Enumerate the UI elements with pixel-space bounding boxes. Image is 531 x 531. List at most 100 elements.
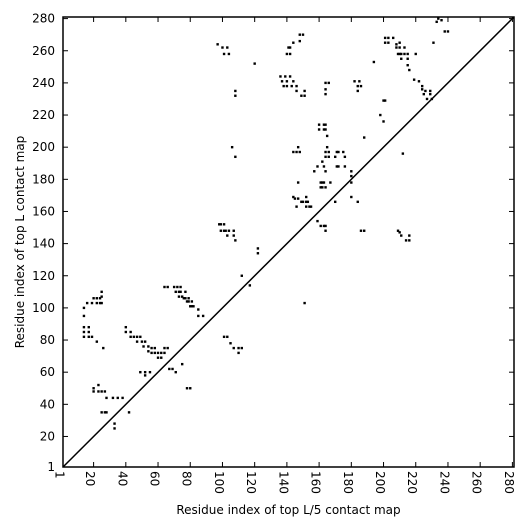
contact-point	[293, 197, 297, 200]
contact-point	[92, 387, 95, 390]
contact-point	[226, 335, 229, 339]
x-tick-label: 240	[437, 471, 451, 494]
contact-point	[308, 205, 311, 208]
contact-point	[87, 330, 90, 334]
contact-point	[321, 160, 324, 163]
contact-point	[440, 19, 443, 22]
contact-point	[342, 150, 345, 154]
y-tick-label: 120	[32, 269, 55, 283]
contact-point	[174, 370, 177, 374]
contact-point	[172, 285, 176, 289]
contact-point	[292, 41, 295, 44]
contact-point	[160, 356, 163, 359]
contact-point	[404, 239, 408, 242]
contact-point	[95, 297, 99, 300]
contact-point	[292, 150, 295, 154]
contact-point	[295, 89, 298, 93]
contact-point	[219, 223, 223, 226]
contact-point	[325, 145, 329, 149]
contact-point	[124, 330, 128, 334]
contact-point	[292, 80, 295, 83]
contact-point	[356, 200, 359, 204]
contact-point	[256, 247, 260, 250]
contact-point	[140, 340, 144, 343]
contact-point	[185, 300, 189, 303]
y-tick-label: 40	[40, 397, 55, 411]
contact-point	[222, 52, 226, 56]
contact-point	[429, 92, 432, 96]
contact-point	[148, 370, 152, 374]
contact-point	[316, 165, 319, 168]
contact-point	[317, 123, 321, 126]
contact-point	[350, 195, 353, 199]
contact-point	[306, 200, 310, 204]
contact-point	[156, 356, 160, 359]
contact-point	[358, 80, 361, 83]
contact-point	[116, 396, 119, 400]
contact-point	[420, 88, 424, 91]
contact-point	[153, 346, 157, 350]
contact-point	[163, 285, 166, 289]
contact-point	[132, 335, 136, 339]
contact-point	[100, 411, 103, 414]
contact-point	[324, 88, 327, 91]
contact-point	[82, 306, 86, 310]
contact-point	[248, 284, 252, 287]
contact-point	[221, 46, 224, 49]
contact-point	[343, 165, 347, 168]
contact-point	[424, 89, 427, 93]
contact-point	[303, 89, 306, 93]
contact-point	[305, 205, 308, 208]
contact-point	[189, 387, 192, 390]
contact-point	[168, 367, 171, 371]
contact-point	[400, 52, 403, 56]
contact-point	[432, 41, 435, 44]
contact-point	[406, 52, 409, 56]
contact-point	[219, 229, 223, 232]
contact-point	[403, 46, 406, 49]
y-tick-label: 220	[32, 108, 55, 122]
contact-point	[95, 301, 99, 305]
contact-point	[226, 234, 229, 237]
contact-point	[129, 330, 132, 334]
contact-point	[100, 290, 103, 294]
x-tick-label: 20	[83, 471, 97, 486]
contact-point	[82, 335, 86, 339]
contact-point	[90, 335, 94, 339]
contact-point	[222, 223, 226, 226]
contact-point	[103, 390, 107, 393]
x-tick-label: 80	[180, 471, 194, 486]
contact-point	[301, 33, 305, 36]
contact-point	[327, 155, 330, 159]
contact-point	[337, 165, 340, 168]
contact-point	[382, 120, 385, 123]
contact-point	[143, 370, 147, 374]
contact-point	[100, 295, 103, 298]
contact-point	[298, 39, 301, 43]
contact-point	[400, 234, 403, 237]
contact-point	[227, 52, 231, 56]
contact-point	[325, 134, 329, 138]
contact-point	[184, 297, 187, 300]
contact-point	[184, 290, 187, 294]
contact-point	[201, 314, 205, 318]
contact-point	[446, 30, 450, 33]
contact-point	[356, 84, 359, 88]
contact-point	[343, 155, 347, 159]
contact-point	[87, 325, 90, 329]
x-tick-label: 1	[53, 471, 67, 479]
contact-point	[316, 219, 319, 223]
y-tick-label: 80	[40, 333, 55, 347]
contact-point	[290, 84, 293, 88]
contact-point	[363, 229, 366, 232]
x-tick-label: 220	[405, 471, 419, 494]
x-tick-label: 120	[244, 471, 258, 494]
contact-point	[319, 186, 322, 189]
contact-point	[98, 301, 102, 305]
contact-point	[187, 297, 190, 300]
contact-point	[401, 152, 405, 155]
contact-point	[232, 229, 235, 232]
contact-point	[313, 170, 316, 173]
contact-point	[403, 52, 406, 56]
contact-point	[179, 285, 182, 289]
